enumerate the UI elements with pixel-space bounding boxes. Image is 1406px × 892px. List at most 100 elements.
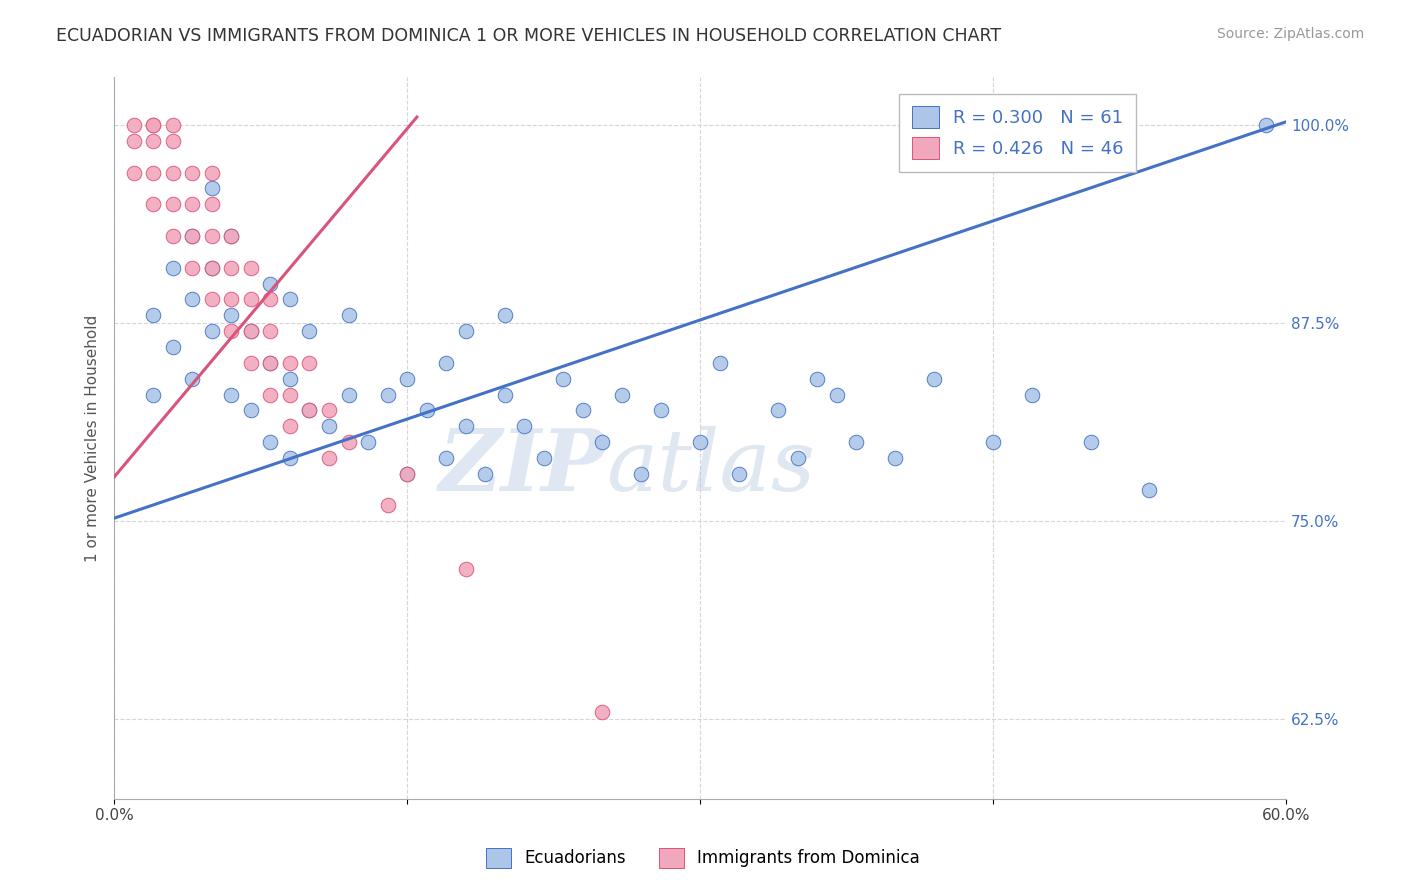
Legend: R = 0.300   N = 61, R = 0.426   N = 46: R = 0.300 N = 61, R = 0.426 N = 46	[898, 94, 1136, 172]
Point	[142, 134, 165, 148]
Point	[337, 387, 360, 401]
Point	[610, 387, 633, 401]
Point	[239, 324, 262, 338]
Point	[298, 403, 321, 417]
Text: Source: ZipAtlas.com: Source: ZipAtlas.com	[1216, 27, 1364, 41]
Point	[434, 450, 457, 465]
Point	[415, 403, 437, 417]
Point	[239, 293, 262, 307]
Point	[591, 705, 613, 719]
Point	[221, 260, 243, 275]
Point	[201, 181, 224, 195]
Point	[142, 165, 165, 179]
Point	[162, 165, 184, 179]
Point	[825, 387, 848, 401]
Point	[181, 371, 204, 385]
Point	[474, 467, 496, 481]
Point	[201, 293, 224, 307]
Point	[377, 499, 399, 513]
Point	[1080, 435, 1102, 450]
Point	[337, 308, 360, 322]
Point	[396, 371, 419, 385]
Point	[162, 340, 184, 354]
Point	[221, 229, 243, 244]
Point	[728, 467, 751, 481]
Point	[630, 467, 652, 481]
Point	[494, 387, 516, 401]
Legend: Ecuadorians, Immigrants from Dominica: Ecuadorians, Immigrants from Dominica	[479, 841, 927, 875]
Point	[259, 356, 281, 370]
Point	[278, 387, 301, 401]
Point	[884, 450, 907, 465]
Text: atlas: atlas	[606, 425, 815, 508]
Point	[239, 403, 262, 417]
Point	[162, 260, 184, 275]
Point	[201, 324, 224, 338]
Point	[278, 450, 301, 465]
Point	[981, 435, 1004, 450]
Point	[142, 197, 165, 211]
Point	[162, 134, 184, 148]
Point	[454, 562, 477, 576]
Point	[142, 118, 165, 132]
Point	[239, 260, 262, 275]
Point	[396, 467, 419, 481]
Point	[201, 260, 224, 275]
Point	[278, 371, 301, 385]
Point	[513, 419, 536, 434]
Point	[122, 118, 145, 132]
Point	[494, 308, 516, 322]
Point	[221, 324, 243, 338]
Point	[298, 324, 321, 338]
Point	[924, 371, 946, 385]
Point	[454, 324, 477, 338]
Point	[142, 387, 165, 401]
Point	[298, 356, 321, 370]
Point	[357, 435, 380, 450]
Point	[377, 387, 399, 401]
Point	[591, 435, 613, 450]
Point	[709, 356, 731, 370]
Point	[162, 229, 184, 244]
Point	[259, 324, 281, 338]
Point	[221, 308, 243, 322]
Point	[221, 387, 243, 401]
Point	[201, 229, 224, 244]
Point	[142, 118, 165, 132]
Point	[181, 197, 204, 211]
Point	[318, 450, 340, 465]
Point	[259, 293, 281, 307]
Point	[221, 229, 243, 244]
Text: ZIP: ZIP	[439, 425, 606, 508]
Point	[454, 419, 477, 434]
Point	[318, 419, 340, 434]
Point	[201, 165, 224, 179]
Point	[259, 387, 281, 401]
Point	[1137, 483, 1160, 497]
Point	[122, 134, 145, 148]
Point	[142, 308, 165, 322]
Point	[766, 403, 789, 417]
Point	[1256, 118, 1278, 132]
Point	[221, 293, 243, 307]
Point	[122, 165, 145, 179]
Point	[181, 229, 204, 244]
Point	[239, 324, 262, 338]
Point	[533, 450, 555, 465]
Point	[572, 403, 595, 417]
Point	[298, 403, 321, 417]
Point	[786, 450, 808, 465]
Text: ECUADORIAN VS IMMIGRANTS FROM DOMINICA 1 OR MORE VEHICLES IN HOUSEHOLD CORRELATI: ECUADORIAN VS IMMIGRANTS FROM DOMINICA 1…	[56, 27, 1001, 45]
Point	[239, 356, 262, 370]
Point	[181, 260, 204, 275]
Point	[1021, 387, 1043, 401]
Point	[181, 293, 204, 307]
Point	[553, 371, 575, 385]
Point	[259, 435, 281, 450]
Point	[278, 293, 301, 307]
Point	[845, 435, 868, 450]
Point	[434, 356, 457, 370]
Point	[689, 435, 711, 450]
Point	[201, 260, 224, 275]
Point	[162, 118, 184, 132]
